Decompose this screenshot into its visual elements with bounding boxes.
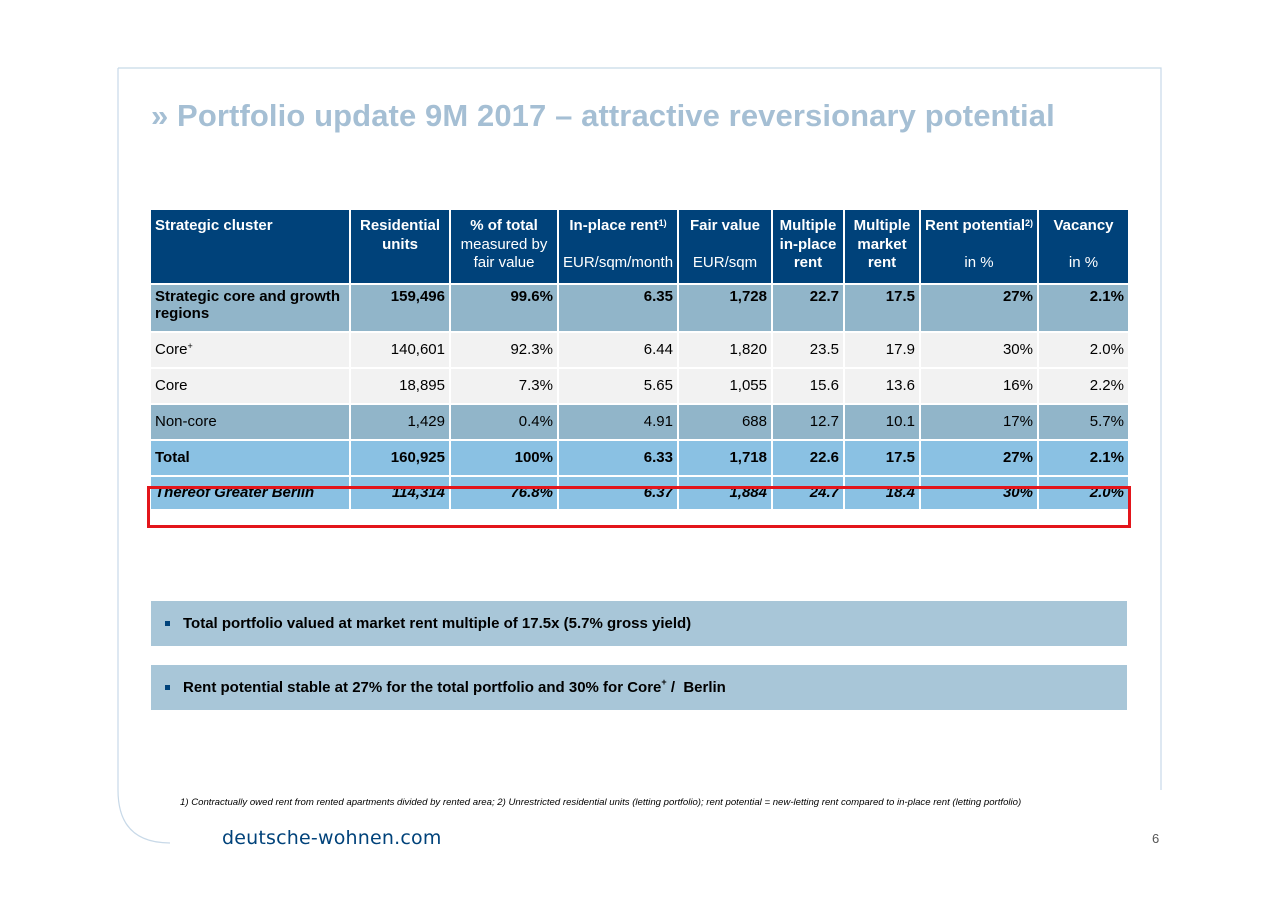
cell-vacancy: 2.2% <box>1037 367 1130 405</box>
cell-fair-value: 1,820 <box>677 331 773 369</box>
cell-vacancy: 5.7% <box>1037 403 1130 441</box>
cell-rent-potential: 16% <box>919 367 1039 405</box>
header-fair-value: Fair value EUR/sqm <box>677 208 773 285</box>
table-header-row: Strategic cluster Residential units % of… <box>149 208 1130 285</box>
cell-multiple-market: 17.5 <box>843 283 921 333</box>
cell-multiple-inplace: 24.7 <box>771 475 845 511</box>
cell-units: 18,895 <box>349 367 451 405</box>
portfolio-table: Strategic cluster Residential units % of… <box>149 208 1130 511</box>
cell-vacancy: 2.1% <box>1037 439 1130 477</box>
cell-pct-total: 99.6% <box>449 283 559 333</box>
page-title: » Portfolio update 9M 2017 – attractive … <box>151 98 1055 133</box>
brand-logo-text: deutsche-wohnen.com <box>222 827 442 849</box>
table-row: Core 18,895 7.3% 5.65 1,055 15.6 13.6 16… <box>149 367 1130 405</box>
cell-rent-potential: 30% <box>919 475 1039 511</box>
cell-units: 1,429 <box>349 403 451 441</box>
cell-multiple-inplace: 23.5 <box>771 331 845 369</box>
cell-cluster: Core+ <box>149 331 351 369</box>
cell-inplace-rent: 6.33 <box>557 439 679 477</box>
cell-pct-total: 92.3% <box>449 331 559 369</box>
cell-multiple-market: 13.6 <box>843 367 921 405</box>
cell-inplace-rent: 6.35 <box>557 283 679 333</box>
cell-fair-value: 1,718 <box>677 439 773 477</box>
cell-vacancy: 2.1% <box>1037 283 1130 333</box>
bullet-text: Total portfolio valued at market rent mu… <box>183 615 692 632</box>
cell-cluster: Thereof Greater Berlin <box>149 475 351 511</box>
cell-multiple-market: 17.9 <box>843 331 921 369</box>
cell-rent-potential: 30% <box>919 331 1039 369</box>
bullet-text: Rent potential stable at 27% for the tot… <box>183 677 726 696</box>
bullet-market-rent-multiple: Total portfolio valued at market rent mu… <box>151 601 1127 646</box>
cell-fair-value: 1,728 <box>677 283 773 333</box>
cell-rent-potential: 27% <box>919 439 1039 477</box>
cell-multiple-inplace: 22.7 <box>771 283 845 333</box>
cell-multiple-market: 10.1 <box>843 403 921 441</box>
cell-multiple-market: 17.5 <box>843 439 921 477</box>
cell-units: 159,496 <box>349 283 451 333</box>
header-inplace-rent: In-place rent1) EUR/sqm/month <box>557 208 679 285</box>
cell-multiple-inplace: 22.6 <box>771 439 845 477</box>
header-residential-units: Residential units <box>349 208 451 285</box>
header-multiple-market: Multiple market rent <box>843 208 921 285</box>
table-row-berlin: Thereof Greater Berlin 114,314 76.8% 6.3… <box>149 475 1130 511</box>
page-number: 6 <box>1152 831 1160 846</box>
footnote: 1) Contractually owed rent from rented a… <box>180 797 1022 808</box>
cell-pct-total: 0.4% <box>449 403 559 441</box>
cell-cluster: Non-core <box>149 403 351 441</box>
cell-rent-potential: 27% <box>919 283 1039 333</box>
cell-units: 114,314 <box>349 475 451 511</box>
bullet-square-icon <box>165 621 170 626</box>
cell-vacancy: 2.0% <box>1037 331 1130 369</box>
header-vacancy: Vacancy in % <box>1037 208 1130 285</box>
cell-rent-potential: 17% <box>919 403 1039 441</box>
cell-inplace-rent: 6.37 <box>557 475 679 511</box>
header-strategic-cluster: Strategic cluster <box>149 208 351 285</box>
table-row-total: Total 160,925 100% 6.33 1,718 22.6 17.5 … <box>149 439 1130 477</box>
table-row: Non-core 1,429 0.4% 4.91 688 12.7 10.1 1… <box>149 403 1130 441</box>
cell-units: 160,925 <box>349 439 451 477</box>
header-multiple-inplace: Multiple in-place rent <box>771 208 845 285</box>
header-pct-total: % of total measured by fair value <box>449 208 559 285</box>
cell-multiple-market: 18.4 <box>843 475 921 511</box>
cell-pct-total: 100% <box>449 439 559 477</box>
cell-inplace-rent: 6.44 <box>557 331 679 369</box>
bullet-square-icon <box>165 685 170 690</box>
cell-multiple-inplace: 15.6 <box>771 367 845 405</box>
table-row: Core+ 140,601 92.3% 6.44 1,820 23.5 17.9… <box>149 331 1130 369</box>
table-row: Strategic core and growth regions 159,49… <box>149 283 1130 333</box>
cell-cluster: Core <box>149 367 351 405</box>
cell-inplace-rent: 5.65 <box>557 367 679 405</box>
header-rent-potential: Rent potential2) in % <box>919 208 1039 285</box>
bullet-rent-potential: Rent potential stable at 27% for the tot… <box>151 665 1127 710</box>
cell-fair-value: 688 <box>677 403 773 441</box>
cell-cluster: Total <box>149 439 351 477</box>
cell-vacancy: 2.0% <box>1037 475 1130 511</box>
cell-cluster: Strategic core and growth regions <box>149 283 351 333</box>
cell-multiple-inplace: 12.7 <box>771 403 845 441</box>
cell-pct-total: 7.3% <box>449 367 559 405</box>
cell-fair-value: 1,884 <box>677 475 773 511</box>
cell-units: 140,601 <box>349 331 451 369</box>
cell-inplace-rent: 4.91 <box>557 403 679 441</box>
cell-fair-value: 1,055 <box>677 367 773 405</box>
cell-pct-total: 76.8% <box>449 475 559 511</box>
